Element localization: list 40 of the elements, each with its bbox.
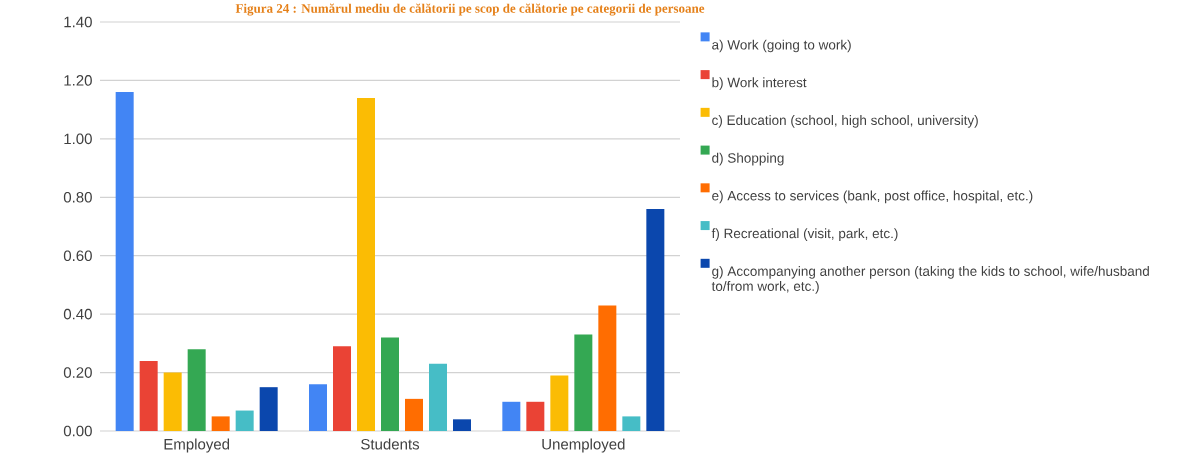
bar xyxy=(502,401,521,431)
bar xyxy=(309,384,327,431)
legend-label: c) Education (school, high school, university) xyxy=(712,115,978,128)
x-tick-label: Employed xyxy=(164,438,230,453)
bar xyxy=(574,334,593,431)
y-tick-label: 0.80 xyxy=(63,191,92,203)
legend-label: e) Access to services (bank, post office, hospital, etc.) xyxy=(712,190,1033,204)
y-tick-label: 0.20 xyxy=(63,367,92,378)
y-tick-label: 0.00 xyxy=(63,425,92,437)
y-tick-label: 0.60 xyxy=(63,250,92,262)
x-tick-label: Students xyxy=(361,438,420,450)
legend-label: g) Accompanying another person (taking the kids to school, wife/husband to/from work, etc.) xyxy=(711,266,1149,294)
bar xyxy=(211,416,230,431)
x-tick-label: Unemployed xyxy=(542,438,625,453)
bar xyxy=(550,375,569,431)
bar xyxy=(139,360,158,431)
y-tick-label: 1.40 xyxy=(64,16,92,28)
bar xyxy=(598,305,617,431)
bar xyxy=(526,401,545,431)
bar xyxy=(622,416,641,431)
bar xyxy=(453,419,471,431)
bar xyxy=(115,92,134,431)
bar xyxy=(357,97,375,431)
bar xyxy=(405,398,423,431)
bar xyxy=(235,410,254,431)
legend-label: a) Work (going to work) xyxy=(712,39,851,53)
bar xyxy=(646,208,665,431)
legend-label: f) Recreational (visit, park, etc.) xyxy=(711,228,898,241)
legend-label: d) Shopping xyxy=(712,152,784,166)
bar xyxy=(259,387,278,431)
y-tick-label: 1.00 xyxy=(64,133,92,145)
bar xyxy=(429,363,447,431)
bar xyxy=(163,372,182,431)
bar xyxy=(333,346,351,431)
y-tick-label: 1.20 xyxy=(64,75,92,86)
bar xyxy=(187,349,206,431)
legend-label: b) Work interest xyxy=(712,77,807,90)
y-tick-label: 0.40 xyxy=(63,308,92,320)
bar xyxy=(381,337,399,431)
chart-title: Figura 24 : Numărul mediu de călătorii pe scop de călătorie pe categorii de persoane xyxy=(235,3,705,16)
